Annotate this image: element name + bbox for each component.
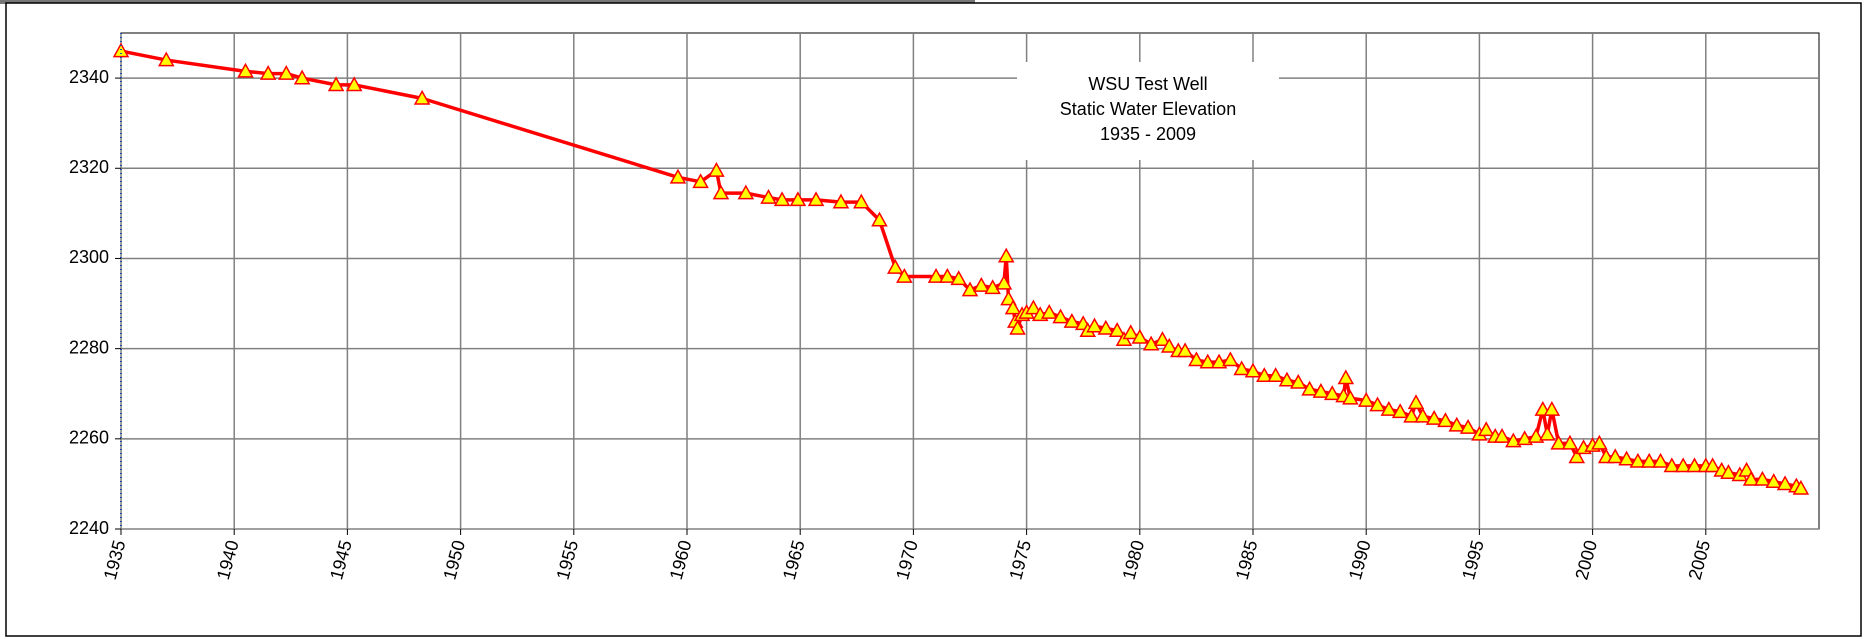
y-tick-label: 2240 <box>69 518 109 538</box>
y-tick-label: 2300 <box>69 247 109 267</box>
plot-area <box>121 33 1819 529</box>
chart-title: Static Water Elevation <box>1060 99 1236 119</box>
y-tick-label: 2260 <box>69 428 109 448</box>
chart-title: 1935 - 2009 <box>1100 124 1196 144</box>
chart: 2240226022802300232023401935194019451950… <box>0 0 1864 639</box>
chart-title: WSU Test Well <box>1088 74 1207 94</box>
y-tick-label: 2280 <box>69 337 109 357</box>
y-tick-label: 2340 <box>69 67 109 87</box>
y-tick-label: 2320 <box>69 157 109 177</box>
